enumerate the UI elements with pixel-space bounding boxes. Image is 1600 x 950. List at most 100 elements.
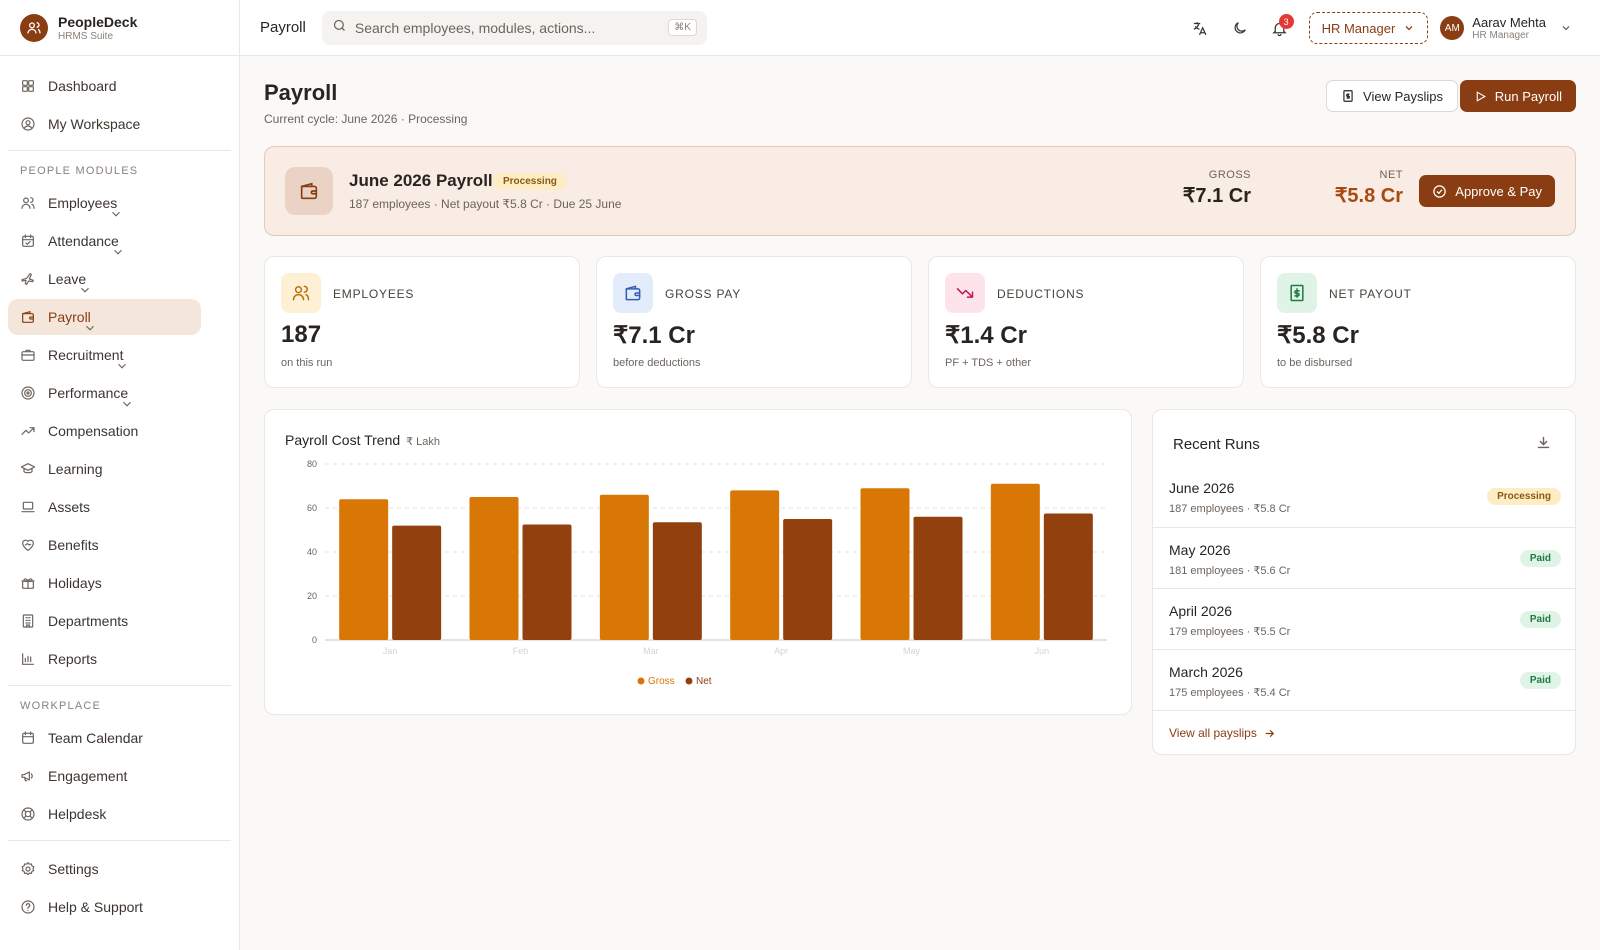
sidebar-item-label: Payroll (48, 309, 91, 325)
run-payroll-button[interactable]: Run Payroll (1459, 80, 1576, 112)
page-subtitle: Current cycle: June 2026 · Processing (264, 112, 468, 126)
sidebar-item-employees[interactable]: Employees (8, 185, 232, 221)
sidebar-item-label: Engagement (48, 768, 128, 784)
briefcase-icon (20, 347, 36, 363)
sidebar-item-learning[interactable]: Learning (8, 451, 232, 487)
list-item[interactable]: March 2026 175 employees · ₹5.4 Cr Paid (1153, 649, 1575, 711)
life-buoy-icon (20, 806, 36, 822)
chart-title-row: Payroll Cost Trend ₹ Lakh (285, 432, 440, 448)
sidebar-item-label: Settings (48, 861, 99, 877)
sidebar-item-my-workspace[interactable]: My Workspace (8, 106, 232, 142)
sidebar-item-label: Reports (48, 651, 98, 667)
y-tick-label: 40 (307, 547, 317, 557)
bar-net-feb (522, 524, 572, 640)
user-circle-icon (20, 116, 36, 132)
kpi-value: 187 (281, 321, 322, 348)
payroll-cost-trend-chart: Payroll Cost Trend ₹ Lakh 0 20 40 60 80 Jan Fe… (264, 409, 1132, 715)
user-menu[interactable]: AM Aarav Mehta HR Manager (1440, 15, 1572, 41)
status-badge: Paid (1519, 611, 1561, 628)
sidebar-item-settings[interactable]: Settings (8, 851, 232, 887)
sidebar-divider (8, 150, 231, 151)
status-badge: Processing (1487, 488, 1561, 505)
y-tick-label: 80 (307, 459, 317, 469)
role-label: HR Manager (1321, 20, 1396, 36)
sidebar-item-label: Leave (48, 271, 87, 287)
sidebar-item-compensation[interactable]: Compensation (8, 413, 232, 449)
bar-gross-jun (990, 483, 1040, 640)
sidebar-item-recruitment[interactable]: Recruitment (8, 337, 232, 373)
sidebar-item-departments[interactable]: Departments (8, 603, 232, 639)
heart-handshake-icon (20, 537, 36, 553)
sidebar-item-payroll[interactable]: Payroll (8, 299, 232, 335)
list-item[interactable]: May 2026 181 employees · ₹5.6 Cr Paid (1153, 527, 1575, 589)
avatar: AM (1440, 16, 1465, 40)
run-meta: 179 employees · ₹5.5 Cr (1169, 626, 1291, 638)
x-tick-label: Mar (643, 646, 659, 656)
graduation-cap-icon (20, 461, 36, 477)
megaphone-icon (20, 768, 36, 784)
sidebar-item-dashboard[interactable]: Dashboard (8, 68, 232, 104)
bar-net-may (913, 516, 963, 640)
kpi-subtext: to be disbursed (1277, 357, 1353, 369)
list-item[interactable]: June 2026 187 employees · ₹5.8 Cr Processi… (1153, 466, 1575, 528)
sidebar-item-leave[interactable]: Leave (8, 261, 232, 297)
list-item[interactable]: April 2026 179 employees · ₹5.5 Cr Paid (1153, 588, 1575, 650)
chart-title: Payroll Cost Trend (285, 432, 401, 448)
kpi-card-gross-pay: GROSS PAY ₹7.1 Cr before deductions (596, 256, 912, 388)
moon-icon[interactable] (1223, 11, 1257, 45)
sidebar-item-help-support[interactable]: Help & Support (8, 889, 232, 925)
sidebar-item-reports[interactable]: Reports (8, 641, 232, 677)
run-meta: 187 employees · ₹5.8 Cr (1169, 503, 1291, 515)
banner-title: June 2026 Payroll (349, 171, 493, 190)
chevron-down-icon (78, 283, 92, 297)
sidebar-item-engagement[interactable]: Engagement (8, 758, 232, 794)
view-payslips-button[interactable]: View Payslips (1326, 80, 1458, 112)
current-payroll-banner: June 2026 Payroll Processing 187 employe… (264, 146, 1576, 236)
chevron-down-icon (120, 397, 134, 411)
chevron-down-icon (83, 321, 97, 335)
translate-icon[interactable] (1183, 11, 1217, 45)
view-all-payslips-link[interactable]: View all payslips (1169, 726, 1276, 740)
bar-gross-feb (469, 497, 519, 640)
bar-net-apr (783, 519, 833, 640)
target-icon (20, 385, 36, 401)
wallet-icon (285, 167, 333, 215)
bar-gross-may (860, 488, 910, 640)
download-icon[interactable] (1535, 434, 1555, 454)
bar-chart-icon (20, 651, 36, 667)
sidebar-item-benefits[interactable]: Benefits (8, 527, 232, 563)
sidebar-item-assets[interactable]: Assets (8, 489, 232, 525)
bar-net-mar (652, 522, 702, 640)
kpi-label: EMPLOYEES (333, 287, 415, 301)
sidebar-item-attendance[interactable]: Attendance (8, 223, 232, 259)
payslip-icon (1341, 89, 1355, 103)
dashboard-icon (20, 78, 36, 94)
net-label: NET (1379, 169, 1403, 181)
status-badge: Paid (1519, 672, 1561, 689)
run-month: March 2026 (1169, 664, 1243, 680)
bar-gross-apr (730, 490, 780, 640)
bell-icon[interactable]: 3 (1263, 11, 1297, 45)
sidebar-item-team-calendar[interactable]: Team Calendar (8, 720, 232, 756)
arrow-right-icon (1263, 727, 1276, 740)
search-box[interactable]: ⌘K (321, 10, 707, 45)
user-name: Aarav Mehta (1472, 15, 1546, 30)
sidebar-item-helpdesk[interactable]: Helpdesk (8, 796, 232, 832)
role-switcher[interactable]: HR Manager (1308, 12, 1429, 44)
sidebar-item-holidays[interactable]: Holidays (8, 565, 232, 601)
approve-pay-button[interactable]: Approve & Pay (1419, 175, 1555, 207)
y-tick-label: 60 (307, 503, 317, 513)
plane-icon (20, 271, 36, 287)
topbar-title: Payroll (260, 19, 306, 36)
sidebar-item-performance[interactable]: Performance (8, 375, 232, 411)
brand[interactable]: PeopleDeck HRMS Suite (0, 0, 239, 56)
search-input[interactable] (354, 19, 669, 36)
status-badge: Paid (1519, 550, 1561, 567)
sidebar-item-label: Assets (48, 499, 91, 515)
kpi-subtext: before deductions (613, 357, 701, 369)
sidebar-item-label: Dashboard (48, 78, 117, 94)
legend-swatch-net (685, 677, 693, 685)
building-icon (20, 613, 36, 629)
chevron-down-icon (1403, 22, 1415, 34)
banner-meta: 187 employees · Net payout ₹5.8 Cr · Due… (349, 197, 622, 211)
